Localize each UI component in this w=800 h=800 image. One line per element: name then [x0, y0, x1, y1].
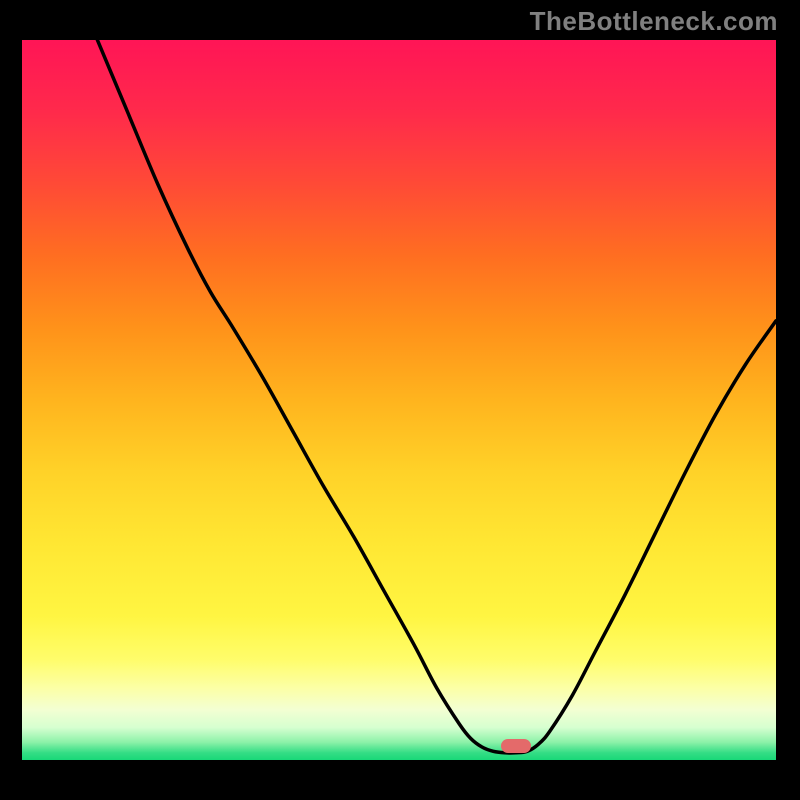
optimum-marker [501, 739, 531, 753]
plot-area [22, 40, 776, 760]
heat-gradient-background [22, 40, 776, 760]
watermark-text: TheBottleneck.com [530, 6, 778, 37]
chart-frame: TheBottleneck.com [0, 0, 800, 800]
